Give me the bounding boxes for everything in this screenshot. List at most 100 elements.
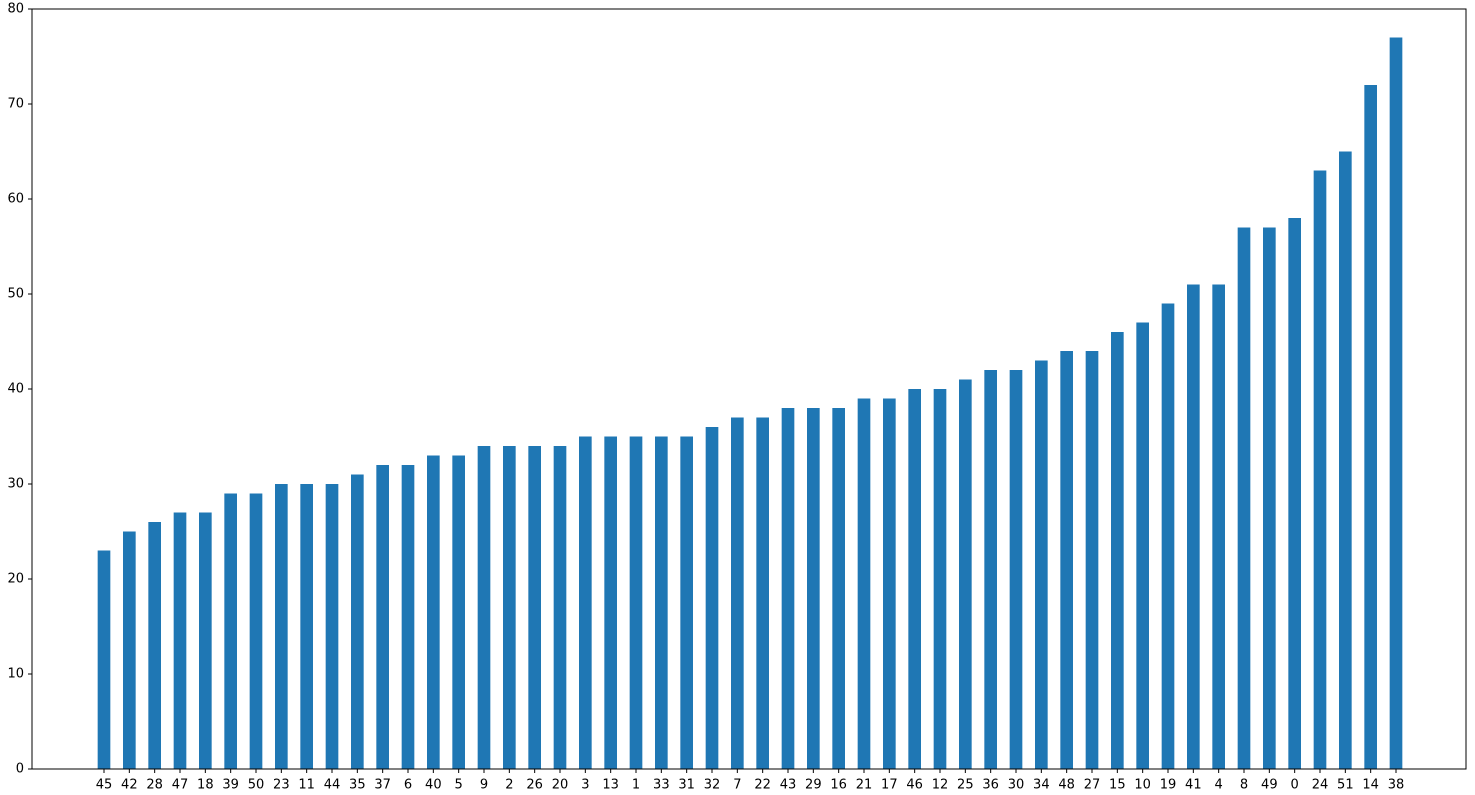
- x-tick-label: 28: [146, 778, 163, 793]
- x-tick-label: 9: [480, 778, 488, 793]
- bar: [781, 408, 795, 769]
- bar: [1212, 284, 1225, 769]
- bar: [579, 436, 592, 769]
- bar: [123, 531, 136, 769]
- bar: [807, 408, 820, 769]
- bar: [503, 446, 516, 769]
- x-tick-label: 27: [1084, 778, 1101, 793]
- bar: [1237, 227, 1251, 769]
- bar: [1161, 303, 1175, 769]
- bar: [933, 389, 947, 769]
- bar: [1009, 370, 1023, 769]
- x-tick-label: 51: [1337, 778, 1354, 793]
- y-tick-label: 30: [7, 477, 24, 492]
- x-tick-label: 1: [632, 778, 640, 793]
- y-tick-label: 20: [7, 572, 24, 587]
- bar: [604, 436, 617, 769]
- bar: [224, 493, 237, 769]
- bar: [883, 398, 896, 769]
- x-tick-label: 23: [273, 778, 290, 793]
- x-tick-label: 26: [526, 778, 543, 793]
- bar: [1035, 360, 1048, 769]
- x-tick-label: 21: [856, 778, 873, 793]
- x-tick-label: 8: [1240, 778, 1248, 793]
- x-tick-label: 16: [830, 778, 847, 793]
- bar: [275, 484, 288, 769]
- x-tick-label: 17: [881, 778, 898, 793]
- x-tick-label: 36: [982, 778, 999, 793]
- x-tick-label: 50: [248, 778, 265, 793]
- x-tick-label: 22: [754, 778, 771, 793]
- x-tick-label: 5: [455, 778, 463, 793]
- x-tick-label: 30: [1008, 778, 1025, 793]
- x-tick-label: 14: [1362, 778, 1379, 793]
- x-tick-label: 46: [906, 778, 923, 793]
- x-tick-label: 29: [805, 778, 822, 793]
- bar: [401, 465, 415, 769]
- x-tick-label: 11: [298, 778, 315, 793]
- x-tick-label: 19: [1160, 778, 1177, 793]
- x-tick-label: 31: [678, 778, 695, 793]
- y-tick-label: 40: [7, 382, 24, 397]
- bar: [351, 474, 364, 769]
- x-tick-label: 18: [197, 778, 214, 793]
- x-tick-label: 40: [425, 778, 442, 793]
- x-tick-label: 49: [1261, 778, 1278, 793]
- bar: [832, 408, 845, 769]
- x-tick-label: 15: [1109, 778, 1126, 793]
- bar: [376, 465, 389, 769]
- bar: [300, 484, 313, 769]
- bar: [1060, 351, 1073, 769]
- x-tick-label: 25: [957, 778, 974, 793]
- bar: [1313, 170, 1327, 769]
- x-tick-label: 20: [552, 778, 569, 793]
- x-tick-label: 38: [1388, 778, 1405, 793]
- bar: [148, 522, 161, 769]
- bar: [705, 427, 719, 769]
- x-tick-label: 4: [1215, 778, 1223, 793]
- x-tick-label: 44: [324, 778, 341, 793]
- bar: [97, 550, 111, 769]
- bar: [1263, 227, 1276, 769]
- bar: [528, 446, 541, 769]
- bar: [1136, 322, 1149, 769]
- bar: [959, 379, 972, 769]
- x-tick-label: 0: [1291, 778, 1299, 793]
- x-tick-label: 33: [653, 778, 670, 793]
- bar: [1339, 151, 1352, 769]
- bar: [173, 512, 187, 769]
- bar: [655, 436, 668, 769]
- x-tick-label: 45: [96, 778, 113, 793]
- y-tick-label: 0: [16, 762, 24, 777]
- bar: [199, 512, 212, 769]
- bar: [477, 446, 491, 769]
- x-tick-label: 32: [704, 778, 721, 793]
- x-tick-label: 24: [1312, 778, 1329, 793]
- x-tick-label: 37: [374, 778, 391, 793]
- bar: [452, 455, 465, 769]
- bar: [1288, 218, 1301, 769]
- y-tick-label: 10: [7, 667, 24, 682]
- y-tick-label: 80: [7, 2, 24, 17]
- bar: [1111, 332, 1124, 769]
- x-tick-label: 12: [932, 778, 949, 793]
- plot-frame: [31, 8, 1467, 770]
- bar: [984, 370, 997, 769]
- x-tick-label: 35: [349, 778, 366, 793]
- bar: [427, 455, 440, 769]
- bar: [1389, 37, 1403, 769]
- bar: [325, 484, 339, 769]
- x-tick-label: 47: [172, 778, 189, 793]
- bar: [857, 398, 871, 769]
- x-tick-label: 42: [121, 778, 138, 793]
- bar: [553, 446, 567, 769]
- bar: [680, 436, 693, 769]
- bar: [731, 417, 744, 769]
- x-tick-label: 6: [404, 778, 412, 793]
- bar: [1364, 85, 1377, 769]
- x-tick-label: 39: [222, 778, 239, 793]
- bar: [629, 436, 643, 769]
- x-tick-label: 43: [780, 778, 797, 793]
- y-tick-label: 60: [7, 192, 24, 207]
